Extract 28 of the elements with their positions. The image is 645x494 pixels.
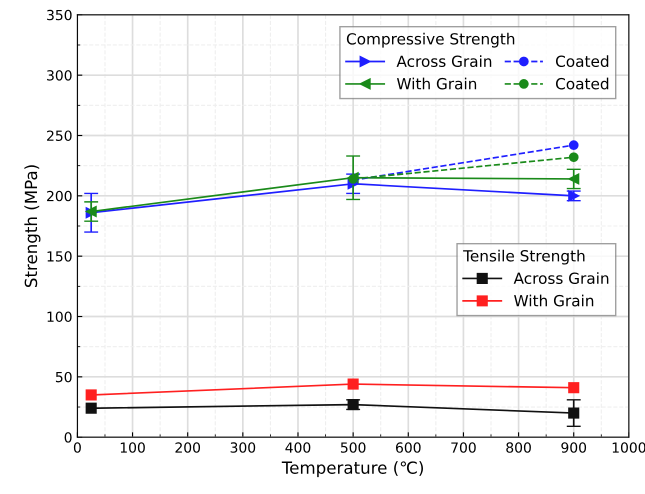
x-tick-label: 0 [74,442,81,453]
x-tick-label: 900 [561,442,586,453]
y-tick-label: 250 [47,130,72,141]
y-tick-label: 100 [48,311,72,322]
legend-label: Coated [556,55,608,68]
legend-label: Across Grain [396,55,492,68]
x-tick-label: 200 [175,442,200,453]
legend-label: Across Grain [514,272,608,284]
x-tick-label: 100 [120,442,145,453]
x-tick-label: 700 [451,442,476,453]
y-tick-label: 0 [64,432,72,443]
x-tick-label: 300 [230,442,256,453]
x-tick-label: 800 [506,442,531,453]
y-tick-label: 150 [48,251,72,262]
legend-label: With Grain [514,294,594,306]
y-tick-label: 350 [47,10,72,20]
x-tick-label: 400 [285,442,310,453]
text: Compressive Strength [346,32,514,48]
legend-label: Coated [556,78,608,90]
x-tick-label: 500 [340,442,366,453]
legend-label: With Grain [396,78,476,90]
x-tick-label: 600 [396,442,421,453]
text: Tensile Strength [463,250,584,265]
y-tick-label: 300 [47,70,72,81]
y-axis-title: Strength (MPa) [24,165,40,288]
y-tick-label: 200 [47,190,72,202]
x-axis-title: Temperature (℃) [282,461,423,478]
y-tick-label: 50 [56,372,72,382]
